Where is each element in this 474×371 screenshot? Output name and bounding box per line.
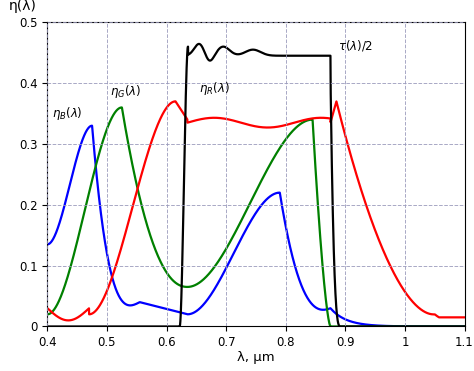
Text: $\tau(\lambda)/2$: $\tau(\lambda)/2$	[337, 38, 373, 53]
Y-axis label: η(λ): η(λ)	[9, 0, 36, 13]
Text: $\eta_G(\lambda)$: $\eta_G(\lambda)$	[110, 83, 141, 100]
Text: $\eta_R(\lambda)$: $\eta_R(\lambda)$	[200, 80, 230, 97]
Text: $\eta_B(\lambda)$: $\eta_B(\lambda)$	[52, 105, 83, 122]
X-axis label: λ, μm: λ, μm	[237, 351, 275, 364]
